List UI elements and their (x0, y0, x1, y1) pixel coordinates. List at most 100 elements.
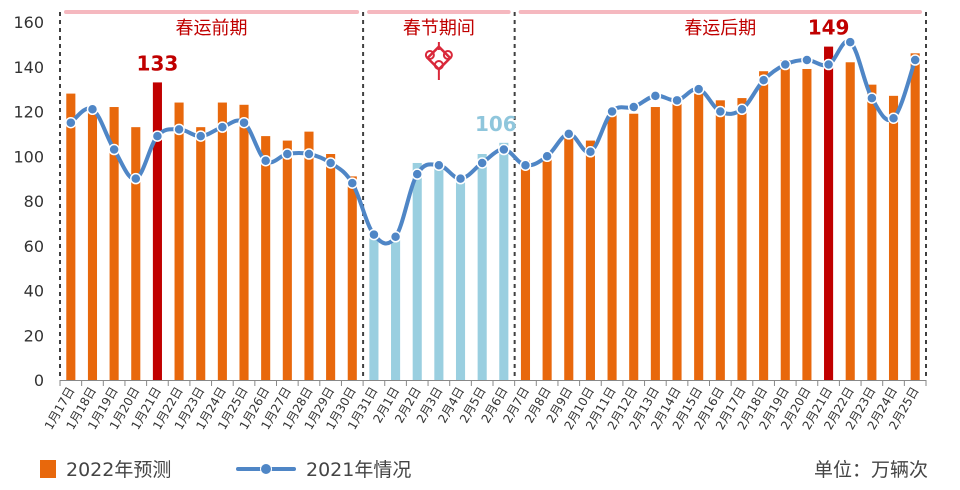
y-tick-label: 0 (34, 371, 44, 390)
line-point (324, 157, 337, 169)
bar (802, 68, 812, 381)
bar (477, 154, 487, 380)
line-point (519, 159, 532, 171)
line-point (173, 123, 185, 136)
y-tick-label: 40 (24, 282, 44, 301)
y-tick-label: 20 (24, 326, 44, 345)
line-point (498, 143, 510, 156)
chinese-knot-icon (424, 42, 453, 80)
knot-loop (424, 50, 435, 60)
bar (888, 95, 899, 381)
bar (391, 239, 401, 380)
bar (650, 107, 660, 381)
bar (369, 234, 379, 380)
knot-loop (442, 50, 453, 60)
bar (867, 84, 877, 381)
y-tick-label: 60 (24, 237, 44, 256)
line-point (303, 148, 315, 160)
line-point (259, 154, 272, 167)
bar (239, 104, 249, 380)
bar (412, 162, 422, 380)
line-point (801, 54, 813, 66)
bar (66, 93, 76, 380)
line-point (822, 58, 835, 71)
chart: 0204060801001201401601月17日1月18日1月19日1月20… (13, 10, 927, 432)
legend-bar-swatch (40, 459, 56, 478)
bar (737, 98, 747, 380)
line-point (649, 90, 662, 102)
annotation-layer: 133 106 149 (137, 16, 850, 136)
bar (694, 93, 704, 380)
bar (152, 82, 162, 380)
bar (672, 102, 682, 381)
bar (87, 109, 98, 380)
line-point (433, 159, 445, 171)
line-point (541, 150, 553, 162)
bar (715, 100, 725, 380)
bar (759, 71, 769, 380)
line-point (844, 36, 856, 48)
line-point (714, 105, 727, 118)
bar (607, 111, 617, 380)
bar (347, 176, 357, 380)
line-point (346, 177, 359, 189)
line-point (411, 168, 423, 180)
line-point (194, 130, 207, 142)
bar (304, 131, 314, 380)
line-point (866, 92, 878, 104)
bar (520, 160, 531, 380)
line-layer (65, 36, 921, 246)
bar (261, 136, 271, 380)
legend-item-line: 2021年情况 (236, 455, 411, 482)
line-point (216, 121, 229, 133)
legend-bar-label: 2022年预测 (66, 459, 172, 481)
line-point (757, 74, 770, 86)
y-tick-label: 160 (13, 13, 44, 32)
period-label: 春节期间 (403, 18, 475, 39)
bar (780, 60, 790, 380)
bar (455, 178, 466, 380)
bar (174, 102, 184, 381)
line-point (130, 172, 142, 185)
period-label: 春运后期 (684, 18, 756, 39)
period-band (64, 10, 360, 14)
legend-line-swatch (236, 460, 296, 478)
y-tick-label: 100 (13, 147, 44, 166)
bar (542, 156, 552, 380)
bar (824, 46, 834, 381)
data-label: 106 (475, 112, 517, 136)
bar (109, 107, 119, 381)
bar-layer (66, 46, 920, 381)
bar (217, 102, 227, 381)
legend-item-bars: 2022年预测 (40, 455, 171, 482)
line-point (563, 128, 575, 140)
line-point (671, 94, 683, 107)
bar (196, 127, 206, 380)
legend-line-label: 2021年情况 (306, 459, 412, 481)
y-tick-label: 120 (13, 103, 44, 122)
line-point (779, 58, 792, 71)
line-point (86, 103, 99, 116)
unit-label: 单位：万辆次 (813, 459, 928, 481)
bar (585, 140, 595, 380)
line-point (627, 101, 640, 113)
y-tick-label: 80 (24, 192, 44, 211)
bar (499, 142, 509, 380)
bar (326, 154, 336, 380)
period-band (367, 10, 511, 14)
line-point (692, 83, 705, 95)
line-point (606, 105, 618, 118)
bar (434, 162, 444, 380)
data-label: 149 (808, 16, 850, 40)
bar (629, 113, 639, 381)
line-point (584, 146, 597, 158)
line-point (281, 148, 294, 160)
bar (564, 133, 574, 380)
line-point (909, 54, 921, 66)
bar (845, 62, 855, 381)
data-label: 133 (137, 51, 179, 75)
line-point (238, 116, 250, 129)
bar (282, 140, 292, 380)
line-point (368, 228, 380, 241)
line-point (454, 172, 467, 185)
